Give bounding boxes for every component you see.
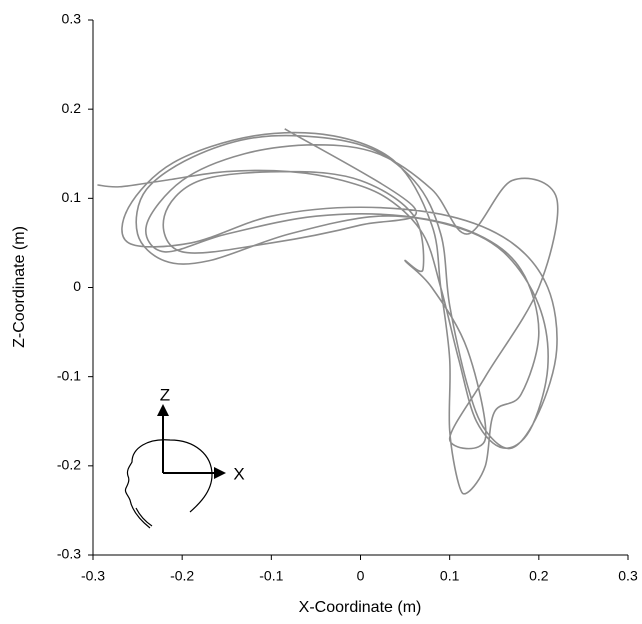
x-tick-label: 0.1 <box>440 568 460 584</box>
x-tick-label: 0 <box>357 568 365 584</box>
arrow-head <box>214 467 226 479</box>
y-tick-label: -0.2 <box>57 457 81 473</box>
head-icon <box>124 439 213 529</box>
y-axis-label: Z-Coordinate (m) <box>11 226 28 348</box>
y-tick-label: -0.3 <box>57 546 81 562</box>
x-axis-label: X-Coordinate (m) <box>299 599 422 616</box>
y-tick-label: 0.3 <box>62 11 82 27</box>
y-tick-label: 0.2 <box>62 100 82 116</box>
arrow-head <box>157 404 169 416</box>
inset-axes <box>162 412 218 474</box>
inset-label: Z <box>160 385 170 404</box>
y-tick-label: 0 <box>73 278 81 294</box>
trajectory <box>97 128 559 495</box>
x-tick-label: -0.2 <box>170 568 194 584</box>
x-tick-label: 0.2 <box>529 568 549 584</box>
x-tick-label: -0.3 <box>81 568 105 584</box>
y-tick-label: 0.1 <box>62 189 82 205</box>
inset-label: X <box>233 464 244 483</box>
x-tick-label: -0.1 <box>259 568 283 584</box>
x-tick-label: 0.3 <box>618 568 638 584</box>
y-tick-label: -0.1 <box>57 367 81 383</box>
